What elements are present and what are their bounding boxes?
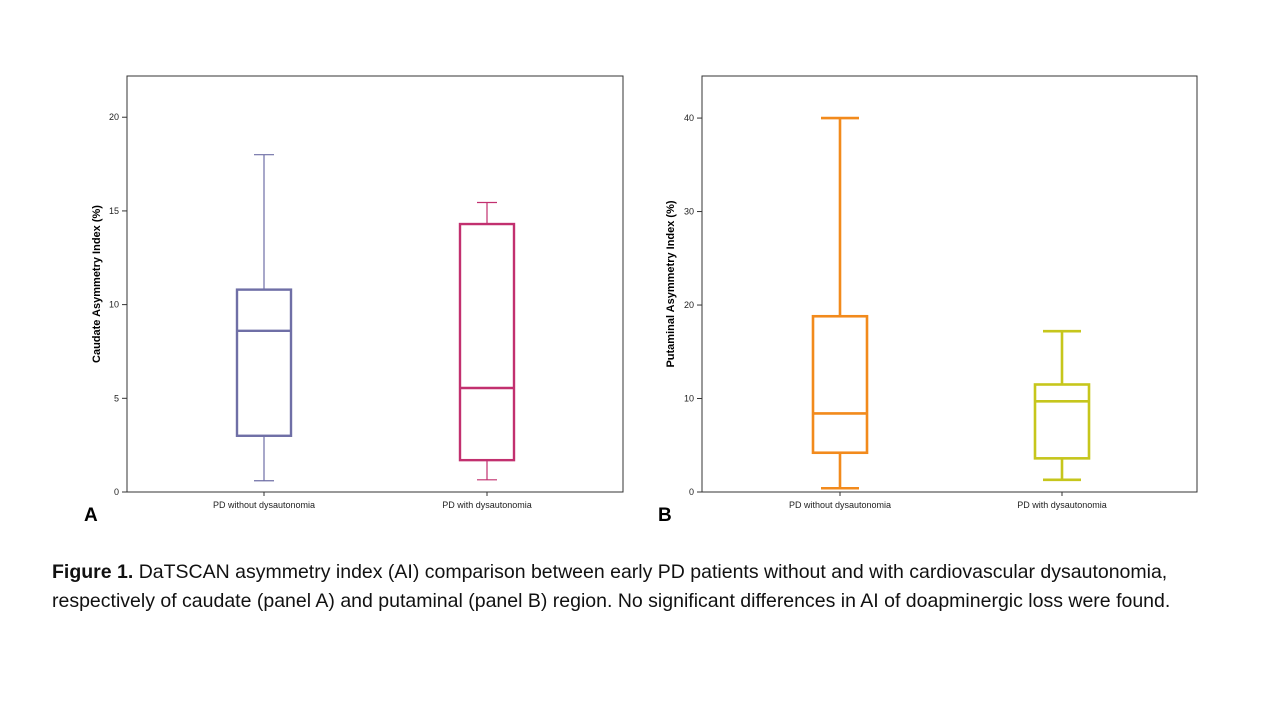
- y-axis-label: Putaminal Asymmetry Index (%): [665, 200, 677, 367]
- plot-frame: [126, 75, 624, 493]
- x-tick-label: PD without dysautonomia: [789, 500, 891, 510]
- box-with-dysautonomia: [458, 201, 516, 481]
- x-tick-label: PD with dysautonomia: [1017, 500, 1107, 510]
- caption-text: DaTSCAN asymmetry index (AI) comparison …: [52, 561, 1171, 612]
- x-tick-label: PD with dysautonomia: [442, 500, 532, 510]
- box-with-dysautonomia: [1033, 329, 1091, 482]
- y-tick-label: 10: [684, 394, 694, 404]
- caption-label: Figure 1.: [52, 561, 134, 583]
- box-without-dysautonomia: [235, 154, 293, 482]
- panel-b: 0 10 20 30 40 PD without dysautonomia PD with …: [658, 75, 1198, 526]
- iqr-box: [811, 314, 869, 455]
- box-without-dysautonomia: [811, 116, 869, 490]
- y-tick-label: 20: [109, 112, 119, 122]
- panel-label: A: [84, 505, 98, 526]
- y-tick-label: 30: [684, 207, 694, 217]
- y-tick-label: 0: [689, 487, 694, 497]
- y-tick-label: 5: [114, 393, 119, 403]
- y-tick-label: 0: [114, 487, 119, 497]
- y-tick-label: 15: [109, 206, 119, 216]
- box-plot-figure: 0 5 10 15 20 PD without dysautonomia PD with d…: [84, 75, 1198, 526]
- panel-a: 0 5 10 15 20 PD without dysautonomia PD with d…: [84, 75, 624, 526]
- panel-label: B: [658, 505, 672, 526]
- y-tick-label: 40: [684, 113, 694, 123]
- y-tick-label: 10: [109, 300, 119, 310]
- iqr-box: [458, 222, 516, 462]
- plot-frame: [701, 75, 1198, 493]
- y-tick-label: 20: [684, 300, 694, 310]
- x-tick-label: PD without dysautonomia: [213, 500, 315, 510]
- figure-caption: Figure 1. DaTSCAN asymmetry index (AI) c…: [52, 558, 1232, 616]
- iqr-box: [235, 288, 293, 437]
- y-axis-label: Caudate Asymmetry Index (%): [91, 205, 103, 363]
- iqr-box: [1033, 383, 1091, 460]
